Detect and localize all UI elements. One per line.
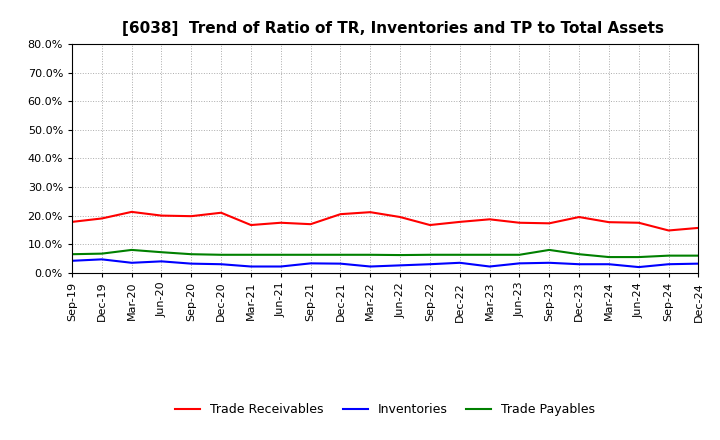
Trade Receivables: [157, 213, 166, 218]
Trade Payables: [187, 252, 196, 257]
Trade Receivables: [306, 221, 315, 227]
Inventories: [366, 264, 374, 269]
Trade Payables: [336, 252, 345, 257]
Trade Receivables: [217, 210, 225, 215]
Trade Payables: [396, 253, 405, 258]
Trade Receivables: [545, 221, 554, 226]
Inventories: [485, 264, 494, 269]
Inventories: [336, 261, 345, 266]
Trade Payables: [456, 252, 464, 257]
Inventories: [665, 261, 673, 267]
Line: Trade Payables: Trade Payables: [72, 250, 698, 257]
Inventories: [634, 264, 643, 270]
Trade Receivables: [605, 220, 613, 225]
Trade Receivables: [694, 225, 703, 231]
Inventories: [396, 263, 405, 268]
Trade Receivables: [575, 214, 583, 220]
Trade Payables: [575, 252, 583, 257]
Trade Receivables: [366, 209, 374, 215]
Trade Payables: [634, 254, 643, 260]
Trade Payables: [276, 252, 285, 257]
Trade Payables: [665, 253, 673, 258]
Line: Inventories: Inventories: [72, 259, 698, 267]
Trade Receivables: [396, 214, 405, 220]
Inventories: [187, 261, 196, 266]
Trade Receivables: [127, 209, 136, 215]
Trade Payables: [694, 253, 703, 258]
Trade Payables: [426, 252, 434, 257]
Line: Trade Receivables: Trade Receivables: [72, 212, 698, 231]
Inventories: [456, 260, 464, 265]
Trade Payables: [127, 247, 136, 253]
Trade Receivables: [276, 220, 285, 225]
Inventories: [545, 260, 554, 265]
Trade Payables: [247, 252, 256, 257]
Inventories: [68, 258, 76, 264]
Inventories: [515, 261, 523, 266]
Trade Receivables: [426, 222, 434, 227]
Trade Receivables: [336, 212, 345, 217]
Trade Payables: [97, 251, 106, 256]
Trade Receivables: [634, 220, 643, 225]
Trade Payables: [485, 252, 494, 257]
Trade Payables: [68, 252, 76, 257]
Text: [6038]  Trend of Ratio of TR, Inventories and TP to Total Assets: [6038] Trend of Ratio of TR, Inventories…: [122, 21, 664, 36]
Inventories: [605, 261, 613, 267]
Trade Payables: [157, 249, 166, 255]
Trade Payables: [217, 252, 225, 257]
Trade Receivables: [665, 228, 673, 233]
Inventories: [694, 261, 703, 266]
Trade Receivables: [187, 213, 196, 219]
Trade Receivables: [247, 222, 256, 227]
Inventories: [217, 261, 225, 267]
Trade Receivables: [456, 219, 464, 224]
Trade Receivables: [515, 220, 523, 225]
Trade Payables: [605, 254, 613, 260]
Trade Payables: [545, 247, 554, 253]
Inventories: [276, 264, 285, 269]
Trade Receivables: [97, 216, 106, 221]
Trade Receivables: [485, 216, 494, 222]
Inventories: [157, 259, 166, 264]
Inventories: [127, 260, 136, 265]
Trade Payables: [515, 252, 523, 257]
Legend: Trade Receivables, Inventories, Trade Payables: Trade Receivables, Inventories, Trade Pa…: [170, 398, 600, 421]
Trade Payables: [306, 252, 315, 257]
Inventories: [247, 264, 256, 269]
Inventories: [426, 261, 434, 267]
Inventories: [306, 261, 315, 266]
Inventories: [575, 261, 583, 267]
Trade Receivables: [68, 219, 76, 224]
Trade Payables: [366, 252, 374, 257]
Inventories: [97, 257, 106, 262]
